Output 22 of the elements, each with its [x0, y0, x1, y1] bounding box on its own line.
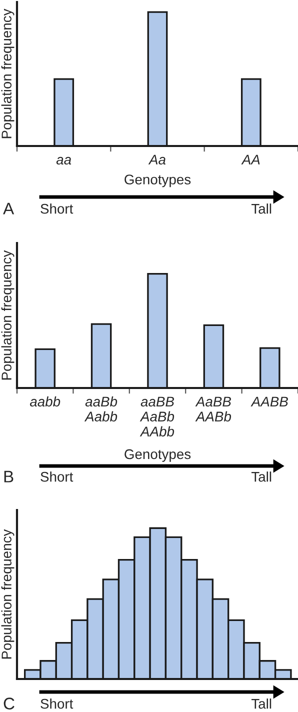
x-tick-label: aaBb Aabb: [84, 396, 118, 422]
x-tick-label: aa: [56, 156, 72, 165]
y-axis-title: Population frequency: [1, 250, 14, 380]
text: Short: [40, 472, 74, 482]
x-tick-label: aaBB AaBb AAbb: [140, 396, 174, 436]
x-tick-label: aabb: [30, 396, 60, 407]
x-tick-label: AaBB AABb: [195, 396, 232, 422]
y-axis-title: Population frequency: [1, 529, 14, 659]
text: C: [4, 698, 14, 710]
text: A: [3, 202, 14, 214]
text: Short: [40, 698, 74, 709]
text: Tall: [251, 472, 272, 482]
x-axis-title: Genotypes: [124, 449, 191, 462]
x-tick-label: AA: [241, 154, 260, 164]
text: Short: [40, 204, 74, 214]
text: Tall: [251, 204, 272, 214]
x-axis-title: Genotypes: [124, 174, 191, 188]
x-tick-label: AABB: [250, 396, 288, 406]
text: B: [4, 470, 14, 482]
text: Tall: [251, 698, 272, 709]
y-axis-title: Population frequency: [1, 8, 14, 138]
x-tick-label: Aa: [148, 154, 166, 165]
